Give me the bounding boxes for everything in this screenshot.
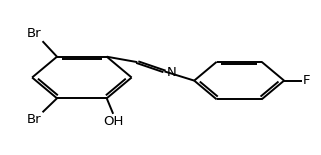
Text: F: F <box>303 74 310 87</box>
Text: Br: Br <box>26 113 41 126</box>
Text: OH: OH <box>103 115 123 128</box>
Text: N: N <box>167 66 177 79</box>
Text: Br: Br <box>26 27 41 40</box>
